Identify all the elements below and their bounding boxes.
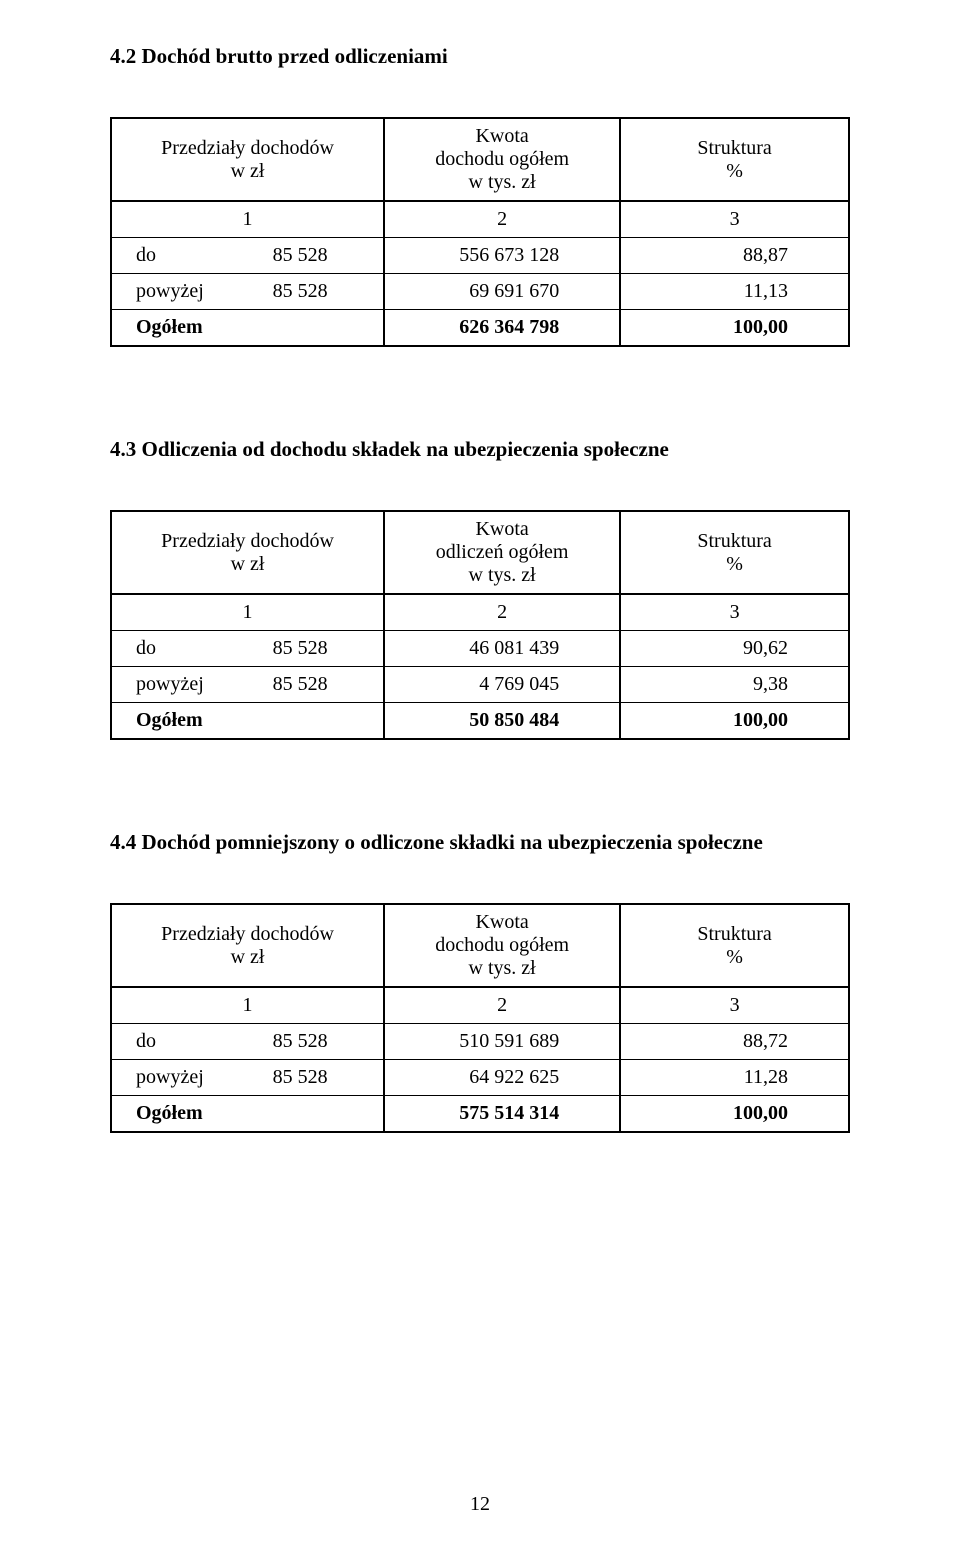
row-threshold: 85 528 — [259, 1024, 384, 1060]
row-value: 510 591 689 — [384, 1024, 620, 1060]
row-threshold: 85 528 — [259, 274, 384, 310]
total-label: Ogółem — [111, 703, 259, 740]
table-row: do 85 528 556 673 128 88,87 — [111, 238, 849, 274]
table-row: powyżej 85 528 64 922 625 11,28 — [111, 1060, 849, 1096]
row-pct: 90,62 — [620, 631, 849, 667]
row-label: powyżej — [111, 667, 259, 703]
col-header: Przedziały dochodóww zł — [111, 904, 384, 987]
col-header: Kwotadochodu ogółemw tys. zł — [384, 904, 620, 987]
col-num: 3 — [620, 201, 849, 238]
col-num: 1 — [111, 594, 384, 631]
col-num: 1 — [111, 987, 384, 1024]
col-num: 1 — [111, 201, 384, 238]
table-4-2: Przedziały dochodóww zł Kwotadochodu ogó… — [110, 117, 850, 347]
table-number-row: 1 2 3 — [111, 594, 849, 631]
table-total-row: Ogółem 626 364 798 100,00 — [111, 310, 849, 347]
row-label: do — [111, 631, 259, 667]
total-pct: 100,00 — [620, 310, 849, 347]
table-4-4: Przedziały dochodóww zł Kwotadochodu ogó… — [110, 903, 850, 1133]
row-threshold: 85 528 — [259, 631, 384, 667]
row-label: powyżej — [111, 274, 259, 310]
table-row: do 85 528 46 081 439 90,62 — [111, 631, 849, 667]
total-blank — [259, 310, 384, 347]
row-pct: 9,38 — [620, 667, 849, 703]
col-header: Przedziały dochodóww zł — [111, 118, 384, 201]
total-value: 575 514 314 — [384, 1096, 620, 1133]
row-pct: 88,72 — [620, 1024, 849, 1060]
row-label: do — [111, 238, 259, 274]
row-label: do — [111, 1024, 259, 1060]
table-header-row: Przedziały dochodóww zł Kwotadochodu ogó… — [111, 904, 849, 987]
table-number-row: 1 2 3 — [111, 987, 849, 1024]
table-total-row: Ogółem 50 850 484 100,00 — [111, 703, 849, 740]
section-heading: 4.3 Odliczenia od dochodu składek na ube… — [110, 437, 850, 462]
col-header: Kwotadochodu ogółemw tys. zł — [384, 118, 620, 201]
col-num: 2 — [384, 201, 620, 238]
row-value: 64 922 625 — [384, 1060, 620, 1096]
table-total-row: Ogółem 575 514 314 100,00 — [111, 1096, 849, 1133]
col-header: Struktura% — [620, 118, 849, 201]
total-label: Ogółem — [111, 310, 259, 347]
table-number-row: 1 2 3 — [111, 201, 849, 238]
row-threshold: 85 528 — [259, 1060, 384, 1096]
section-heading: 4.2 Dochód brutto przed odliczeniami — [110, 44, 850, 69]
col-num: 2 — [384, 987, 620, 1024]
row-value: 4 769 045 — [384, 667, 620, 703]
total-pct: 100,00 — [620, 1096, 849, 1133]
table-row: do 85 528 510 591 689 88,72 — [111, 1024, 849, 1060]
row-value: 46 081 439 — [384, 631, 620, 667]
col-header: Kwotaodliczeń ogółemw tys. zł — [384, 511, 620, 594]
total-value: 50 850 484 — [384, 703, 620, 740]
col-num: 3 — [620, 594, 849, 631]
table-row: powyżej 85 528 69 691 670 11,13 — [111, 274, 849, 310]
section-heading: 4.4 Dochód pomniejszony o odliczone skła… — [110, 830, 850, 855]
total-blank — [259, 1096, 384, 1133]
total-label: Ogółem — [111, 1096, 259, 1133]
row-value: 556 673 128 — [384, 238, 620, 274]
col-header: Struktura% — [620, 904, 849, 987]
total-blank — [259, 703, 384, 740]
row-pct: 11,13 — [620, 274, 849, 310]
row-label: powyżej — [111, 1060, 259, 1096]
total-value: 626 364 798 — [384, 310, 620, 347]
col-num: 3 — [620, 987, 849, 1024]
page-number: 12 — [0, 1493, 960, 1516]
table-4-3: Przedziały dochodóww zł Kwotaodliczeń og… — [110, 510, 850, 740]
row-threshold: 85 528 — [259, 238, 384, 274]
col-header: Struktura% — [620, 511, 849, 594]
total-pct: 100,00 — [620, 703, 849, 740]
col-num: 2 — [384, 594, 620, 631]
row-threshold: 85 528 — [259, 667, 384, 703]
row-value: 69 691 670 — [384, 274, 620, 310]
table-header-row: Przedziały dochodóww zł Kwotaodliczeń og… — [111, 511, 849, 594]
table-row: powyżej 85 528 4 769 045 9,38 — [111, 667, 849, 703]
col-header: Przedziały dochodóww zł — [111, 511, 384, 594]
row-pct: 88,87 — [620, 238, 849, 274]
row-pct: 11,28 — [620, 1060, 849, 1096]
table-header-row: Przedziały dochodóww zł Kwotadochodu ogó… — [111, 118, 849, 201]
